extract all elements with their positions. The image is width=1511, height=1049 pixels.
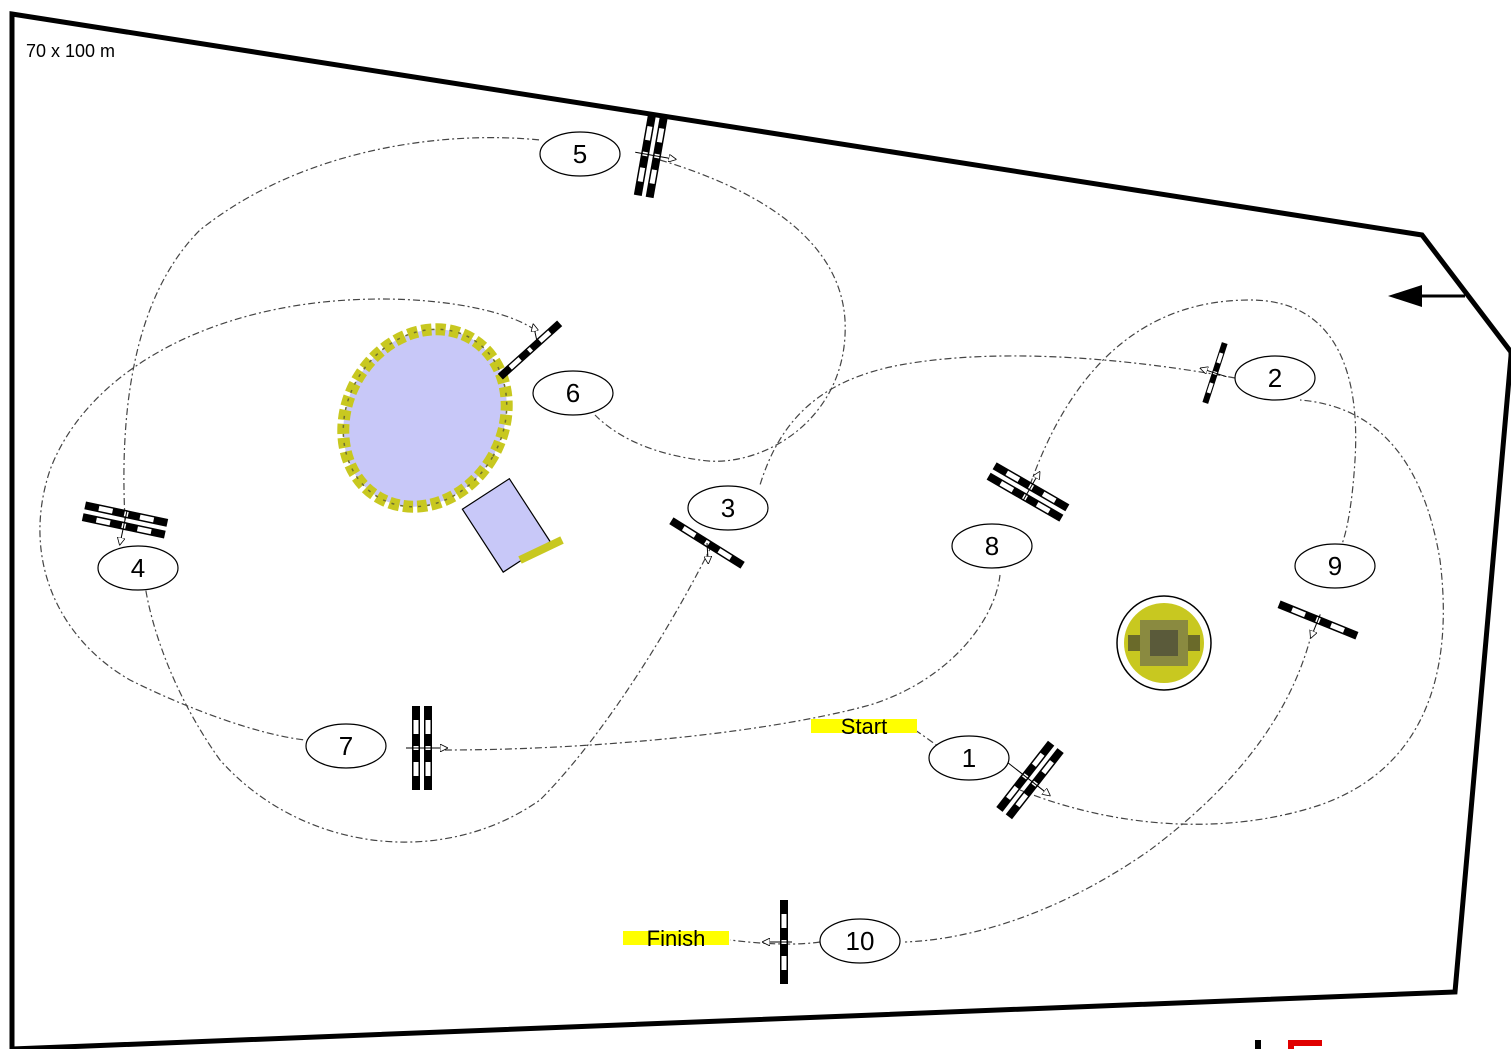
logo-fragment [1255, 1040, 1322, 1049]
start-label: Start [811, 714, 917, 739]
finish-label: Finish [623, 926, 729, 951]
svg-text:9: 9 [1328, 551, 1342, 581]
svg-text:2: 2 [1268, 363, 1282, 393]
svg-text:Start: Start [841, 714, 887, 739]
svg-text:8: 8 [985, 531, 999, 561]
jump-2 [1194, 342, 1228, 404]
jump-5 [633, 111, 680, 199]
obstacle-label-3: 3 [687, 485, 769, 531]
svg-text:4: 4 [131, 553, 145, 583]
arena-fence [9, 11, 1511, 1049]
svg-text:6: 6 [566, 378, 580, 408]
svg-text:7: 7 [339, 731, 353, 761]
arrow-left-icon [1388, 285, 1465, 307]
obstacle-label-9: 9 [1294, 543, 1376, 589]
svg-text:10: 10 [846, 926, 875, 956]
course-track [39, 137, 1444, 945]
jump-9 [1277, 600, 1359, 640]
jump-8 [986, 462, 1070, 522]
svg-text:Finish: Finish [647, 926, 706, 951]
svg-text:5: 5 [573, 139, 587, 169]
jump-4 [81, 501, 169, 550]
water-pond-icon [337, 323, 564, 573]
jump-3 [669, 517, 745, 569]
obstacle-label-7: 7 [305, 723, 387, 769]
svg-text:1: 1 [962, 743, 976, 773]
jump-6 [497, 320, 563, 380]
obstacle-label-1: 1 [928, 735, 1010, 781]
obstacle-label-5: 5 [539, 131, 621, 177]
obstacle-label-10: 10 [819, 918, 901, 964]
jump-10 [766, 900, 792, 984]
obstacle-label-2: 2 [1234, 355, 1316, 401]
arena-dimensions-label: 70 x 100 m [26, 41, 115, 61]
obstacle-label-6: 6 [532, 370, 614, 416]
bush-icon [1116, 595, 1212, 691]
svg-text:3: 3 [721, 493, 735, 523]
jump-7 [406, 706, 444, 790]
jump-1 [996, 740, 1064, 820]
obstacle-label-4: 4 [97, 545, 179, 591]
obstacle-label-8: 8 [951, 523, 1033, 569]
